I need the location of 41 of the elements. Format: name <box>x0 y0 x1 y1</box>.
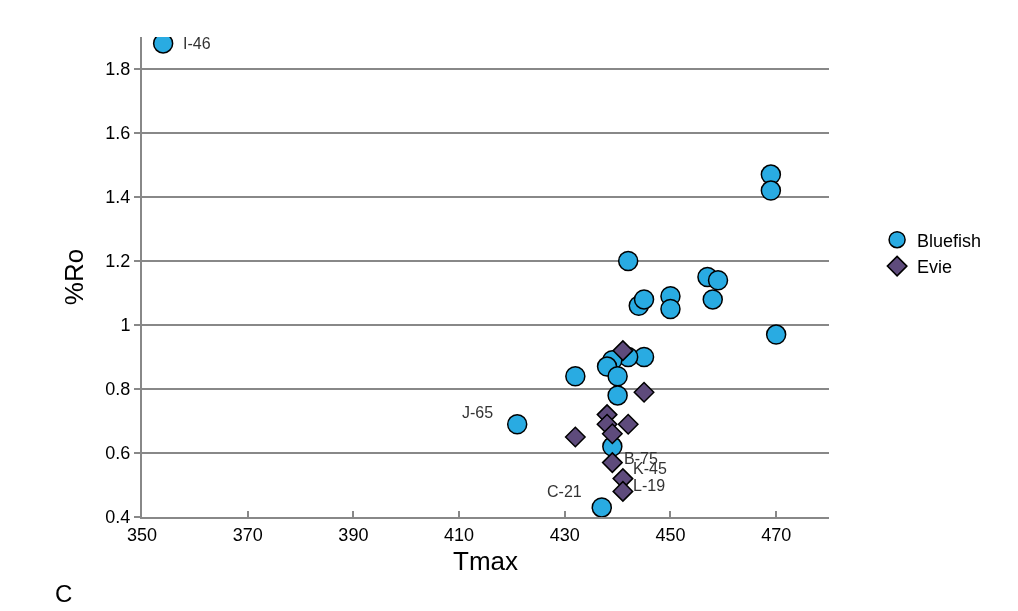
annotation: J-65 <box>462 404 494 421</box>
point <box>660 298 681 320</box>
point <box>617 413 639 435</box>
text: C <box>55 580 73 607</box>
point <box>607 385 628 406</box>
point <box>612 340 634 362</box>
point <box>765 324 787 345</box>
x-tick-label: 370 <box>232 524 263 545</box>
point <box>564 426 586 448</box>
annotation: I-46 <box>183 35 211 52</box>
y-tick-label: 1 <box>120 315 131 336</box>
point <box>702 289 723 310</box>
point <box>633 381 655 403</box>
point <box>760 180 782 201</box>
y-tick-label: 1.4 <box>105 187 131 208</box>
point <box>633 289 655 310</box>
point <box>617 250 639 272</box>
annotation: L-19 <box>633 477 666 494</box>
x-tick-label: 410 <box>444 524 475 545</box>
x-axis-title: Tmax <box>453 545 518 576</box>
point <box>506 413 528 435</box>
point <box>601 452 623 474</box>
x-tick-label: 430 <box>549 524 580 545</box>
point <box>707 269 729 291</box>
y-tick-label: 0.8 <box>105 379 131 400</box>
x-tick-label: 390 <box>338 524 369 545</box>
point <box>612 480 634 502</box>
y-tick-label: 1.8 <box>105 59 131 80</box>
legend-label: Bluefish <box>917 230 982 251</box>
x-tick-label: 450 <box>655 524 686 545</box>
x-tick-label: 470 <box>761 524 792 545</box>
point <box>607 365 628 387</box>
y-tick-label: 1.6 <box>105 123 131 144</box>
y-tick-label: 0.6 <box>105 443 131 464</box>
y-axis-title: %Ro <box>59 248 90 306</box>
point <box>601 423 623 445</box>
point <box>591 497 613 517</box>
legend-label: Evie <box>917 257 953 278</box>
point <box>565 365 586 387</box>
y-tick-label: 1.2 <box>105 251 131 272</box>
annotation: C-21 <box>547 483 582 500</box>
